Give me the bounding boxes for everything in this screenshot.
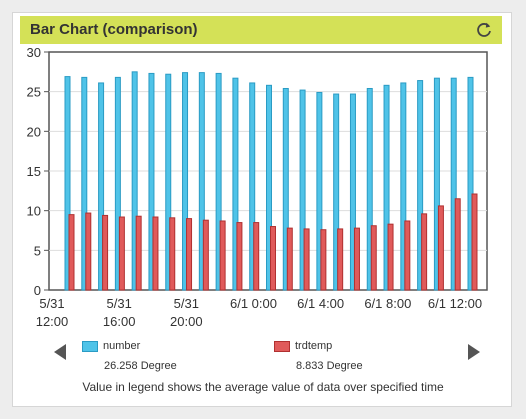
bar-number — [266, 84, 272, 291]
y-tick-label: 20 — [27, 124, 41, 139]
bar-number — [131, 71, 138, 291]
bar-number — [383, 84, 390, 291]
legend-label-trdtemp[interactable]: trdtemp — [295, 340, 333, 352]
bar-number — [349, 93, 356, 291]
bar-trdtemp — [102, 214, 109, 291]
bar-number — [182, 72, 189, 291]
x-tick-label: 12:00 — [36, 314, 69, 329]
refresh-icon[interactable] — [474, 20, 494, 40]
bar-number — [215, 72, 222, 291]
y-tick-label: 15 — [27, 164, 41, 179]
bar-trdtemp — [236, 222, 243, 291]
y-tick-label: 30 — [27, 45, 41, 60]
y-tick-label: 5 — [34, 243, 41, 258]
bar-number — [400, 82, 407, 291]
triangle-left-icon[interactable] — [52, 343, 68, 361]
triangle-right-icon[interactable] — [466, 343, 482, 361]
bar-number — [450, 77, 457, 291]
bar-trdtemp — [219, 220, 226, 291]
bar-number — [333, 93, 340, 291]
y-tick-label: 0 — [34, 283, 41, 298]
bar-trdtemp — [404, 220, 411, 291]
bar-number — [148, 72, 155, 291]
bar-number — [98, 82, 105, 291]
legend-value-trdtemp: 8.833 Degree — [296, 360, 363, 372]
bar-number — [433, 77, 440, 291]
x-tick-label: 5/31 — [174, 296, 199, 311]
bar-trdtemp — [421, 213, 428, 291]
bar-trdtemp — [303, 228, 310, 291]
bar-trdtemp — [387, 223, 394, 291]
bar-trdtemp — [186, 218, 193, 291]
bar-number — [64, 76, 71, 291]
x-tick-label: 5/31 — [107, 296, 132, 311]
y-tick-label: 10 — [27, 204, 41, 219]
bar-number — [316, 91, 323, 291]
panel-title: Bar Chart (comparison) — [30, 21, 198, 38]
bar-trdtemp — [169, 217, 176, 291]
x-tick-label: 20:00 — [170, 314, 203, 329]
bar-trdtemp — [135, 215, 142, 291]
bar-trdtemp — [85, 212, 92, 291]
bar-trdtemp — [286, 227, 293, 291]
panel-header: Bar Chart (comparison) — [20, 16, 502, 44]
footnote: Value in legend shows the average value … — [82, 380, 444, 394]
bar-trdtemp — [68, 214, 75, 291]
legend-value-number: 26.258 Degree — [104, 360, 177, 372]
legend-swatch-trdtemp[interactable] — [274, 341, 290, 352]
x-tick-label: 6/1 12:00 — [428, 296, 482, 311]
legend-label-number[interactable]: number — [103, 340, 141, 352]
bar-trdtemp — [118, 216, 125, 291]
bar-trdtemp — [270, 226, 276, 291]
bar-number — [165, 73, 172, 291]
bar-trdtemp — [454, 198, 461, 291]
legend-swatch-number[interactable] — [82, 341, 98, 352]
bar-trdtemp — [320, 229, 327, 291]
bar-trdtemp — [353, 227, 360, 291]
bar-trdtemp — [152, 216, 159, 291]
x-tick-label: 6/1 8:00 — [364, 296, 411, 311]
bar-number — [81, 76, 88, 291]
bar-number — [198, 72, 205, 291]
bar-trdtemp — [437, 205, 444, 291]
bar-number — [417, 80, 424, 291]
bar-trdtemp — [337, 228, 344, 291]
bar-number — [299, 89, 306, 291]
bar-number — [249, 82, 256, 291]
bar-number — [114, 76, 121, 291]
bar-number — [467, 76, 474, 291]
x-tick-label: 5/31 — [39, 296, 64, 311]
bar-trdtemp — [471, 193, 478, 291]
bar-number — [232, 77, 239, 291]
bar-number — [366, 87, 373, 291]
x-tick-label: 16:00 — [103, 314, 136, 329]
bar-trdtemp — [202, 219, 209, 291]
bar-trdtemp — [253, 222, 260, 291]
x-tick-label: 6/1 0:00 — [230, 296, 277, 311]
x-tick-label: 6/1 4:00 — [297, 296, 344, 311]
bar-trdtemp — [370, 225, 377, 291]
y-tick-label: 25 — [27, 85, 41, 100]
bar-number — [282, 87, 289, 291]
